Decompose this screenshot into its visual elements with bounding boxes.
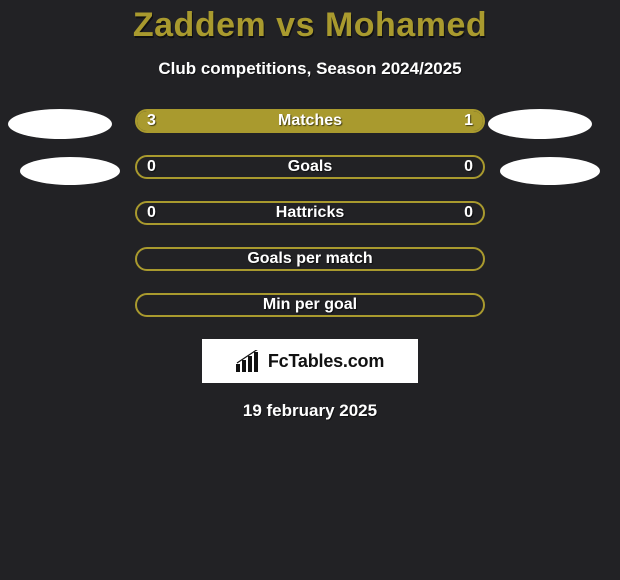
stat-label: Goals [288, 158, 332, 176]
stat-row-matches: 3 1 Matches [135, 109, 485, 133]
brand-text: FcTables.com [268, 351, 384, 372]
stat-label: Min per goal [263, 296, 357, 314]
player-silhouette-1 [8, 109, 112, 139]
stat-value-right: 0 [464, 204, 473, 222]
page-title: Zaddem vs Mohamed [0, 6, 620, 45]
stat-row-hattricks: 0 0 Hattricks [135, 201, 485, 225]
subtitle: Club competitions, Season 2024/2025 [0, 59, 620, 79]
stat-value-left: 0 [147, 204, 156, 222]
stat-label: Matches [278, 112, 342, 130]
stat-value-left: 3 [147, 112, 156, 130]
player-silhouette-3 [488, 109, 592, 139]
player-silhouette-2 [20, 157, 120, 185]
date-label: 19 february 2025 [0, 401, 620, 421]
comparison-chart: 3 1 Matches 0 0 Goals 0 0 Hattricks Goals per mat… [0, 109, 620, 317]
stat-value-right: 0 [464, 158, 473, 176]
stat-value-right: 1 [464, 112, 473, 130]
barchart-icon [236, 350, 262, 372]
stat-row-goals: 0 0 Goals [135, 155, 485, 179]
stat-row-goals-per-match: Goals per match [135, 247, 485, 271]
stat-label: Goals per match [247, 250, 372, 268]
stat-label: Hattricks [276, 204, 344, 222]
player-silhouette-4 [500, 157, 600, 185]
stat-fill-left [137, 111, 397, 131]
brand-badge: FcTables.com [202, 339, 418, 383]
stat-row-min-per-goal: Min per goal [135, 293, 485, 317]
stat-value-left: 0 [147, 158, 156, 176]
